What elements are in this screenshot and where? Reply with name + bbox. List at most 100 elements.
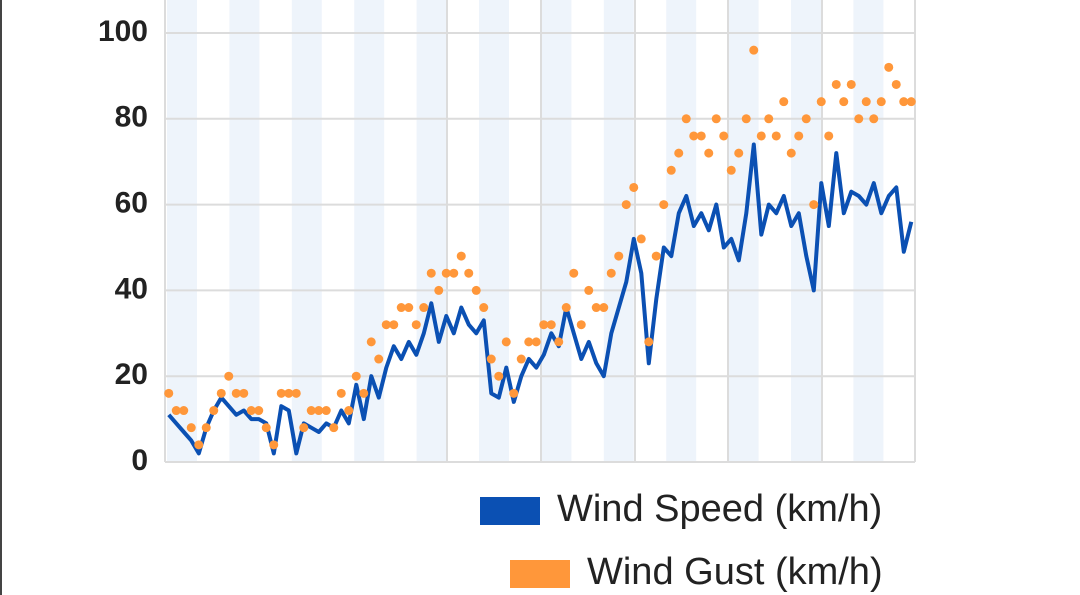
y-tick-label: 80 <box>115 101 148 134</box>
gust-dot <box>434 285 444 295</box>
gust-dot <box>764 114 774 124</box>
gust-dot <box>839 97 849 107</box>
gust-dot <box>636 234 646 244</box>
gust-dot <box>666 165 676 175</box>
gust-dot <box>194 440 204 450</box>
stripe <box>853 0 884 462</box>
gust-dot <box>389 320 399 330</box>
gust-dot <box>599 303 609 313</box>
gust-dot <box>164 388 174 398</box>
gust-dot <box>554 337 564 347</box>
stripe <box>541 0 572 462</box>
gust-dot <box>884 62 894 72</box>
stripe <box>167 0 197 462</box>
gust-dot <box>644 337 654 347</box>
gust-dot <box>246 406 256 416</box>
wind-speed-line <box>167 142 914 456</box>
gust-dot <box>741 114 751 124</box>
gust-dot <box>696 131 706 141</box>
gust-dot <box>456 251 466 261</box>
gust-dot <box>584 285 594 295</box>
gust-dot <box>606 268 616 278</box>
gust-dot <box>201 423 211 433</box>
gust-dot <box>576 320 586 330</box>
gust-dot <box>726 165 736 175</box>
y-tick-label: 40 <box>115 272 148 305</box>
gust-dot <box>831 79 841 89</box>
gust-dot <box>374 354 384 364</box>
gust-dot <box>539 320 549 330</box>
gust-dot <box>314 406 324 416</box>
stripe <box>666 0 697 462</box>
stripe <box>291 0 322 462</box>
gust-dot <box>711 114 721 124</box>
gust-dot <box>906 97 916 107</box>
gust-dot <box>464 268 474 278</box>
y-tick-label: 60 <box>115 187 148 220</box>
gust-dot <box>359 388 369 398</box>
gust-dot <box>854 114 864 124</box>
gust-dot <box>291 388 301 398</box>
gust-dot <box>524 337 534 347</box>
gust-dot <box>704 148 714 158</box>
gust-dot <box>486 354 496 364</box>
gust-dot <box>801 114 811 124</box>
stripe <box>229 0 260 462</box>
gust-dot <box>629 182 639 192</box>
gust-dot <box>351 371 361 381</box>
y-tick-label: 100 <box>98 15 148 48</box>
gust-dot <box>381 320 391 330</box>
gust-dot <box>231 388 241 398</box>
gust-dot <box>786 148 796 158</box>
gust-dot <box>306 406 316 416</box>
gust-dot <box>891 79 901 89</box>
gust-dot <box>546 320 556 330</box>
gust-dot <box>816 97 826 107</box>
gust-dot <box>621 200 631 210</box>
gust-dot <box>186 423 196 433</box>
gust-dot <box>276 388 286 398</box>
gust-dot <box>614 251 624 261</box>
gust-dot <box>329 423 339 433</box>
gust-dot <box>756 131 766 141</box>
gust-dot <box>651 251 661 261</box>
gust-dot <box>471 285 481 295</box>
gust-dot <box>441 268 451 278</box>
stripe <box>416 0 447 462</box>
gust-dot <box>404 303 414 313</box>
gust-dot <box>591 303 601 313</box>
gust-dot <box>216 388 226 398</box>
gust-dot <box>824 131 834 141</box>
gust-dot <box>344 406 354 416</box>
gust-dot <box>561 303 571 313</box>
gust-dot <box>719 131 729 141</box>
gust-dot <box>366 337 376 347</box>
gust-dot <box>209 406 219 416</box>
gust-dot <box>449 268 459 278</box>
legend-label: Wind Speed (km/h) <box>557 488 882 530</box>
gust-dot <box>749 45 759 55</box>
gust-dot <box>179 406 189 416</box>
gust-dot <box>809 200 819 210</box>
background-stripes <box>167 0 884 462</box>
gust-dot <box>509 388 519 398</box>
legend-swatch <box>480 497 540 525</box>
gust-dot <box>779 97 789 107</box>
gust-dot <box>171 406 181 416</box>
gust-dot <box>396 303 406 313</box>
gust-dot <box>411 320 421 330</box>
gust-dot <box>899 97 909 107</box>
gust-dot <box>336 388 346 398</box>
gust-dot <box>299 423 309 433</box>
gust-dot <box>501 337 511 347</box>
gust-dot <box>861 97 871 107</box>
gust-dot <box>419 303 429 313</box>
gust-dot <box>531 337 541 347</box>
gust-dot <box>516 354 526 364</box>
legend-swatch <box>510 560 570 588</box>
gust-dot <box>659 200 669 210</box>
gust-dot <box>869 114 879 124</box>
gust-dot <box>846 79 856 89</box>
